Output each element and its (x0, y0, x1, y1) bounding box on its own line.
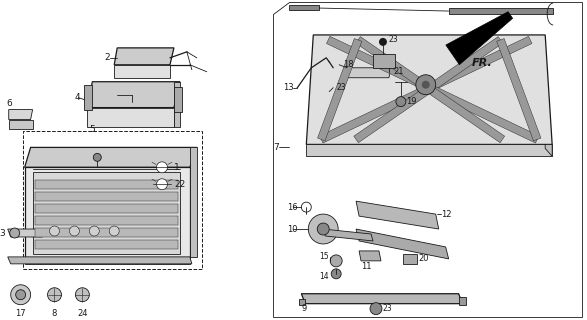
Polygon shape (356, 201, 438, 229)
Circle shape (301, 202, 311, 212)
Polygon shape (545, 144, 552, 156)
Bar (35, 240, 178, 249)
Circle shape (330, 255, 342, 267)
Circle shape (11, 285, 31, 305)
Circle shape (331, 269, 341, 279)
Circle shape (10, 228, 19, 238)
Circle shape (422, 81, 430, 89)
Polygon shape (114, 65, 170, 78)
Polygon shape (458, 297, 465, 305)
Text: 10: 10 (288, 225, 298, 234)
Text: 4: 4 (75, 93, 80, 102)
Polygon shape (356, 36, 505, 143)
Polygon shape (359, 251, 381, 261)
Circle shape (75, 288, 89, 302)
Polygon shape (114, 48, 174, 65)
Bar (85, 85, 92, 109)
Polygon shape (497, 38, 541, 141)
Polygon shape (87, 108, 174, 127)
Bar (35, 192, 178, 201)
Bar (35, 216, 178, 225)
Polygon shape (9, 120, 33, 130)
Polygon shape (326, 36, 539, 143)
Circle shape (379, 38, 387, 46)
Polygon shape (356, 229, 448, 259)
Text: 15: 15 (319, 252, 329, 261)
Bar (174, 87, 182, 112)
Polygon shape (8, 257, 192, 264)
Polygon shape (323, 229, 373, 241)
Circle shape (89, 226, 99, 236)
Bar (35, 228, 178, 237)
Text: 14: 14 (319, 272, 329, 281)
Text: 23: 23 (383, 304, 393, 313)
Text: 9: 9 (301, 304, 306, 313)
Bar (403, 254, 417, 264)
Polygon shape (446, 12, 512, 65)
Polygon shape (9, 109, 33, 120)
Polygon shape (301, 294, 463, 304)
Bar (448, 8, 553, 14)
Text: 12: 12 (441, 210, 451, 219)
Text: 19: 19 (406, 97, 416, 106)
Polygon shape (8, 229, 42, 237)
Text: 17: 17 (15, 309, 26, 318)
Text: 3: 3 (0, 228, 5, 237)
Circle shape (93, 153, 102, 161)
Bar (35, 204, 178, 213)
Bar (33, 172, 180, 254)
Bar (289, 5, 319, 10)
Polygon shape (299, 299, 305, 305)
Circle shape (370, 303, 382, 315)
Polygon shape (25, 167, 190, 257)
Circle shape (69, 226, 79, 236)
Bar (35, 180, 178, 189)
Circle shape (48, 288, 62, 302)
Polygon shape (318, 38, 362, 141)
Circle shape (308, 214, 338, 244)
Text: FR.: FR. (472, 58, 493, 68)
Text: 7: 7 (274, 143, 279, 152)
Circle shape (396, 97, 406, 107)
Text: 18: 18 (343, 60, 354, 69)
Polygon shape (87, 82, 180, 108)
Text: 5: 5 (89, 125, 95, 134)
Polygon shape (190, 148, 197, 257)
Text: 11: 11 (361, 262, 372, 271)
Circle shape (317, 223, 329, 235)
Text: 23: 23 (389, 36, 399, 44)
Text: 21: 21 (393, 67, 403, 76)
Polygon shape (25, 148, 197, 167)
Circle shape (49, 226, 59, 236)
Polygon shape (306, 144, 552, 156)
Text: 22: 22 (174, 180, 185, 189)
Circle shape (16, 290, 26, 300)
Circle shape (416, 75, 436, 95)
Text: 20: 20 (419, 254, 429, 263)
Circle shape (157, 162, 167, 173)
Polygon shape (319, 36, 532, 143)
Text: 16: 16 (288, 203, 298, 212)
Text: 1: 1 (174, 163, 180, 172)
Text: 24: 24 (77, 309, 87, 318)
Text: 13: 13 (284, 83, 294, 92)
Polygon shape (174, 82, 180, 127)
Polygon shape (25, 257, 190, 264)
Polygon shape (347, 68, 391, 78)
Polygon shape (354, 36, 502, 143)
Bar (373, 54, 395, 68)
Text: 2: 2 (104, 53, 110, 62)
Circle shape (109, 226, 119, 236)
Bar (23, 132, 202, 269)
Text: 23: 23 (336, 83, 346, 92)
Text: 6: 6 (6, 99, 12, 108)
Circle shape (157, 179, 167, 190)
Polygon shape (274, 2, 582, 316)
Text: 8: 8 (52, 309, 57, 318)
Polygon shape (306, 35, 552, 144)
